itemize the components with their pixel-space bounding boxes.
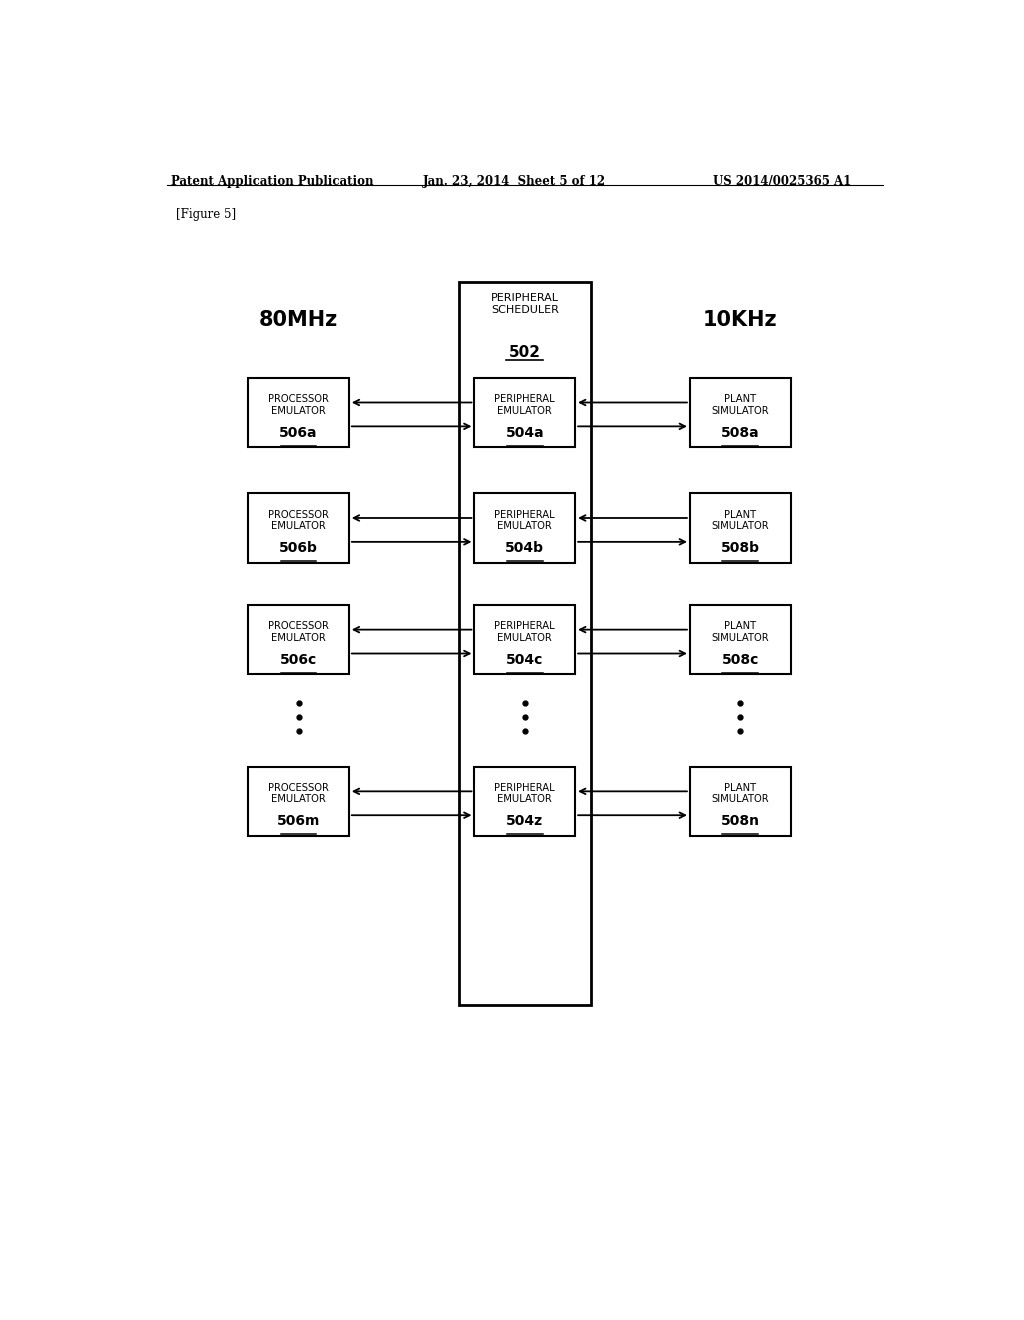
Text: 80MHz: 80MHz <box>259 310 338 330</box>
Text: 504b: 504b <box>505 541 545 554</box>
Text: [Figure 5]: [Figure 5] <box>176 209 237 222</box>
Text: Jan. 23, 2014  Sheet 5 of 12: Jan. 23, 2014 Sheet 5 of 12 <box>423 176 605 189</box>
Bar <box>690 378 791 447</box>
Text: 508c: 508c <box>722 652 759 667</box>
Bar <box>474 494 575 562</box>
Text: 504z: 504z <box>506 814 544 829</box>
Text: 502: 502 <box>509 345 541 360</box>
Text: US 2014/0025365 A1: US 2014/0025365 A1 <box>713 176 851 189</box>
Text: PERIPHERAL
EMULATOR: PERIPHERAL EMULATOR <box>495 393 555 416</box>
Text: 504a: 504a <box>506 425 544 440</box>
Text: 506b: 506b <box>280 541 317 554</box>
Text: 508b: 508b <box>721 541 760 554</box>
Text: 508a: 508a <box>721 425 760 440</box>
Text: PROCESSOR
EMULATOR: PROCESSOR EMULATOR <box>268 510 329 531</box>
Bar <box>474 605 575 675</box>
Text: 506c: 506c <box>280 652 317 667</box>
Bar <box>690 494 791 562</box>
Bar <box>248 767 349 836</box>
Text: PLANT
SIMULATOR: PLANT SIMULATOR <box>712 510 769 531</box>
Text: 506m: 506m <box>276 814 321 829</box>
Bar <box>690 767 791 836</box>
Text: PERIPHERAL
EMULATOR: PERIPHERAL EMULATOR <box>495 510 555 531</box>
Text: PROCESSOR
EMULATOR: PROCESSOR EMULATOR <box>268 783 329 804</box>
Bar <box>459 281 591 1006</box>
Text: PROCESSOR
EMULATOR: PROCESSOR EMULATOR <box>268 393 329 416</box>
Bar <box>474 767 575 836</box>
Text: PROCESSOR
EMULATOR: PROCESSOR EMULATOR <box>268 622 329 643</box>
Text: PERIPHERAL
EMULATOR: PERIPHERAL EMULATOR <box>495 783 555 804</box>
Text: PERIPHERAL
EMULATOR: PERIPHERAL EMULATOR <box>495 622 555 643</box>
Text: 10KHz: 10KHz <box>702 310 777 330</box>
Bar <box>474 378 575 447</box>
Text: 508n: 508n <box>721 814 760 829</box>
Bar <box>248 378 349 447</box>
Text: PLANT
SIMULATOR: PLANT SIMULATOR <box>712 783 769 804</box>
Text: 504c: 504c <box>506 652 544 667</box>
Text: PERIPHERAL
SCHEDULER: PERIPHERAL SCHEDULER <box>490 293 559 314</box>
Text: PLANT
SIMULATOR: PLANT SIMULATOR <box>712 622 769 643</box>
Bar <box>248 494 349 562</box>
Text: 506a: 506a <box>280 425 317 440</box>
Bar <box>248 605 349 675</box>
Text: Patent Application Publication: Patent Application Publication <box>171 176 373 189</box>
Bar <box>690 605 791 675</box>
Text: PLANT
SIMULATOR: PLANT SIMULATOR <box>712 393 769 416</box>
